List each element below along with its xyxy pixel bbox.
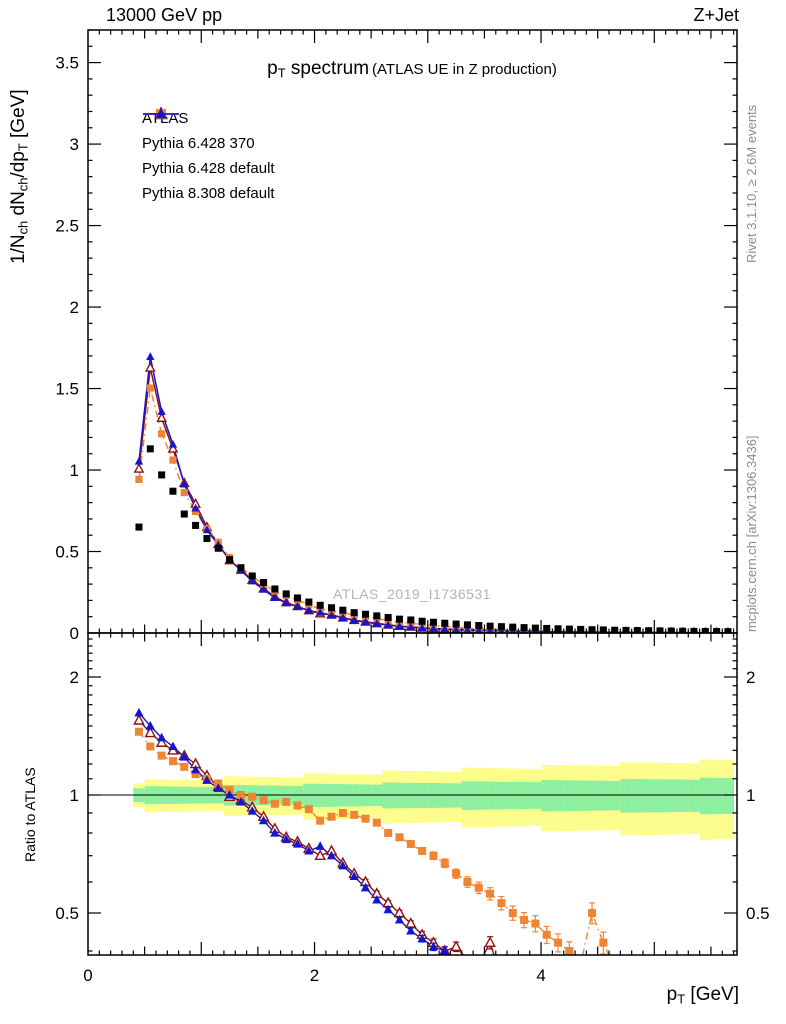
plot-subtitle: (ATLAS UE in Z production) <box>372 61 557 78</box>
svg-text:2: 2 <box>746 668 755 687</box>
rivet-version-note: Rivet 3.1.10, ≥ 2.6M events <box>744 104 759 263</box>
svg-text:3.5: 3.5 <box>55 54 79 73</box>
legend-marker-icon <box>143 107 179 119</box>
svg-text:3: 3 <box>70 135 79 154</box>
legend-label: Pythia 6.428 370 <box>142 135 255 152</box>
svg-text:0.5: 0.5 <box>55 543 79 562</box>
beam-energy-label: 13000 GeV pp <box>106 5 223 25</box>
svg-text:2: 2 <box>310 966 319 985</box>
legend-label: Pythia 6.428 default <box>142 160 275 177</box>
mcplots-reference-note: mcplots.cern.ch [arXiv:1306.3436] <box>744 435 759 632</box>
plot-title: pT spectrum (ATLAS UE in Z production) <box>267 58 557 81</box>
svg-text:2: 2 <box>70 668 79 687</box>
legend-row: Pythia 8.308 default <box>142 107 275 206</box>
plot-title-main: pT spectrum <box>267 58 370 81</box>
svg-text:0: 0 <box>70 624 79 643</box>
svg-text:0.5: 0.5 <box>55 904 79 923</box>
svg-text:1: 1 <box>746 786 755 805</box>
process-label: Z+Jet <box>693 5 739 25</box>
analysis-watermark: ATLAS_2019_I1736531 <box>333 586 491 602</box>
svg-text:4: 4 <box>536 966 545 985</box>
svg-text:0: 0 <box>83 966 92 985</box>
legend-row: Pythia 6.428 370 <box>142 106 275 156</box>
legend-row: Pythia 6.428 default <box>142 109 275 181</box>
svg-text:1.5: 1.5 <box>55 380 79 399</box>
svg-text:1: 1 <box>70 786 79 805</box>
svg-text:2.5: 2.5 <box>55 217 79 236</box>
svg-text:1: 1 <box>70 461 79 480</box>
x-axis-title: pT [GeV] <box>666 984 739 1007</box>
svg-text:2: 2 <box>70 298 79 317</box>
legend-label: Pythia 8.308 default <box>142 185 275 202</box>
svg-text:0.5: 0.5 <box>746 904 770 923</box>
y-axis-title-ratio: Ratio to ATLAS <box>22 767 38 862</box>
y-axis-title-main: 1/Nch dNch/dpT [GeV] <box>8 89 31 264</box>
